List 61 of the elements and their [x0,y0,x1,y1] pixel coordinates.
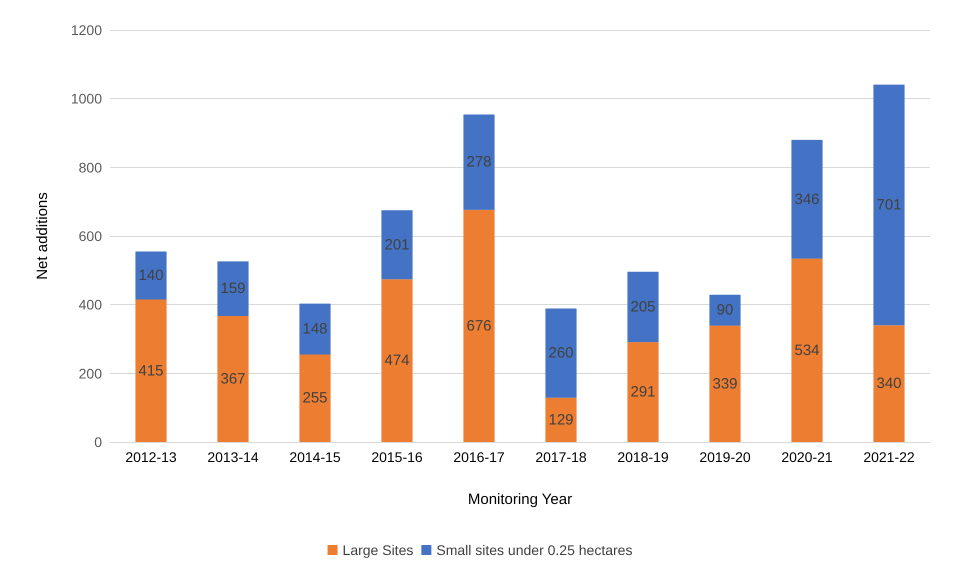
y-tick-label: 0 [94,434,102,450]
x-tick-label: 2015-16 [371,449,423,465]
bar [709,294,741,326]
bar [217,261,249,316]
data-label: 140 [138,266,164,284]
bar [791,258,823,442]
y-tick-label: 1000 [70,90,102,107]
y-tick-label: 800 [78,159,102,176]
data-label: 278 [466,154,492,171]
data-label: 205 [630,298,656,316]
data-label: 474 [384,352,410,370]
bar [217,316,249,442]
bar [381,279,413,442]
bar [135,300,167,442]
bar [299,304,331,354]
x-tick-label: 2013-14 [207,449,259,465]
data-label: 676 [466,317,492,334]
data-label: 255 [302,390,328,407]
y-tick-label: 200 [78,365,102,382]
bar [791,140,823,259]
data-label: 90 [716,302,734,319]
bar [709,326,741,442]
bar [627,342,659,442]
x-tick-label: 2012-13 [125,449,177,465]
data-label: 129 [548,411,574,428]
data-label: 339 [712,375,738,392]
x-tick-label: 2017-18 [535,449,587,465]
bar [545,398,577,442]
data-label: 260 [548,344,574,362]
legend-label: Large Sites [342,542,414,558]
y-axis-title: Net additions [34,192,51,280]
data-label: 534 [794,342,820,359]
x-tick-label: 2014-15 [289,449,341,465]
bar [463,210,495,442]
x-tick-label: 2018-19 [617,449,669,465]
x-tick-label: 2019-20 [699,449,751,465]
y-tick-label: 600 [78,228,102,244]
x-tick-label: 2020-21 [781,449,833,465]
bar [381,210,413,280]
bar [135,251,167,300]
bar [873,325,905,442]
data-label: 159 [220,280,246,298]
y-tick-label: 1200 [70,22,102,38]
bar [873,84,905,326]
x-tick-label: 2016-17 [453,449,505,465]
bar [299,354,331,442]
data-label: 367 [220,370,246,388]
data-label: 415 [138,362,164,380]
data-label: 201 [384,236,410,254]
x-axis-title: Monitoring Year [468,491,572,508]
bar [627,272,659,342]
data-label: 701 [876,196,902,214]
legend-label: Small sites under 0.25 hectares [436,542,632,558]
y-tick-label: 400 [78,296,102,313]
data-label: 346 [794,190,820,208]
data-label: 148 [302,320,328,338]
x-tick-label: 2021-22 [863,449,915,465]
bar [463,114,495,210]
bar [545,308,577,398]
data-label: 340 [876,375,902,392]
data-label: 291 [630,384,656,401]
